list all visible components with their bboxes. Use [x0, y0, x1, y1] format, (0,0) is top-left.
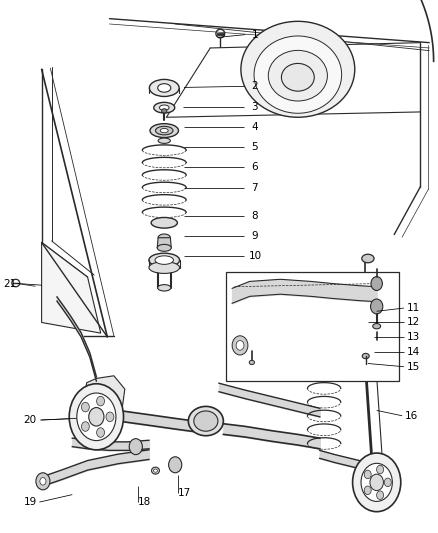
Circle shape — [89, 408, 104, 426]
Circle shape — [364, 486, 371, 495]
Circle shape — [169, 457, 182, 473]
Circle shape — [377, 465, 384, 474]
Circle shape — [364, 470, 371, 479]
Circle shape — [40, 478, 46, 485]
Circle shape — [97, 397, 105, 406]
Ellipse shape — [155, 256, 173, 264]
Text: 12: 12 — [407, 317, 420, 327]
Circle shape — [129, 439, 142, 455]
Ellipse shape — [194, 411, 218, 431]
Ellipse shape — [362, 353, 369, 359]
Text: 15: 15 — [407, 362, 420, 372]
Polygon shape — [42, 243, 101, 333]
Ellipse shape — [155, 126, 173, 135]
Text: 17: 17 — [178, 488, 191, 498]
Text: 3: 3 — [251, 102, 258, 111]
Ellipse shape — [158, 234, 170, 241]
Ellipse shape — [373, 324, 381, 329]
Ellipse shape — [158, 285, 171, 291]
Ellipse shape — [157, 244, 171, 251]
Circle shape — [353, 453, 401, 512]
Circle shape — [370, 474, 383, 490]
Circle shape — [371, 277, 382, 290]
Circle shape — [232, 336, 248, 355]
Text: 20: 20 — [23, 415, 36, 425]
Circle shape — [371, 299, 383, 314]
Ellipse shape — [152, 467, 159, 474]
Circle shape — [69, 384, 124, 450]
Polygon shape — [157, 238, 171, 248]
Text: 14: 14 — [407, 347, 420, 357]
Text: 6: 6 — [251, 163, 258, 172]
Circle shape — [384, 478, 391, 487]
Polygon shape — [80, 376, 125, 445]
Circle shape — [377, 491, 384, 499]
Ellipse shape — [151, 217, 177, 228]
Text: 13: 13 — [407, 332, 420, 342]
Ellipse shape — [188, 406, 223, 436]
Text: 19: 19 — [24, 497, 37, 507]
Circle shape — [77, 393, 116, 441]
Text: 18: 18 — [138, 497, 151, 507]
Ellipse shape — [362, 254, 374, 263]
Text: 10: 10 — [248, 252, 261, 261]
Circle shape — [36, 473, 50, 490]
Ellipse shape — [154, 102, 175, 113]
Text: 5: 5 — [251, 142, 258, 152]
Text: 9: 9 — [251, 231, 258, 241]
Ellipse shape — [159, 105, 169, 110]
Ellipse shape — [149, 262, 180, 273]
Circle shape — [97, 427, 105, 437]
Ellipse shape — [241, 21, 355, 117]
Circle shape — [81, 422, 89, 431]
Bar — [226, 272, 399, 381]
Text: 21: 21 — [3, 279, 16, 288]
Text: 8: 8 — [251, 211, 258, 221]
Ellipse shape — [149, 253, 180, 267]
Ellipse shape — [12, 279, 20, 287]
Ellipse shape — [162, 109, 167, 113]
Circle shape — [361, 463, 392, 502]
Ellipse shape — [254, 36, 342, 114]
Ellipse shape — [158, 84, 171, 92]
Text: 16: 16 — [405, 411, 418, 421]
Ellipse shape — [268, 51, 328, 101]
Ellipse shape — [149, 79, 179, 96]
Ellipse shape — [158, 138, 170, 143]
Ellipse shape — [160, 128, 168, 133]
Ellipse shape — [281, 63, 314, 91]
Circle shape — [236, 341, 244, 350]
Circle shape — [81, 402, 89, 412]
Ellipse shape — [249, 360, 254, 365]
Text: 4: 4 — [251, 122, 258, 132]
Ellipse shape — [150, 124, 179, 138]
Text: 1: 1 — [251, 30, 258, 39]
Text: 2: 2 — [251, 82, 258, 91]
Ellipse shape — [153, 469, 158, 472]
Text: 11: 11 — [407, 303, 420, 313]
Text: 7: 7 — [251, 183, 258, 192]
Circle shape — [106, 412, 114, 422]
